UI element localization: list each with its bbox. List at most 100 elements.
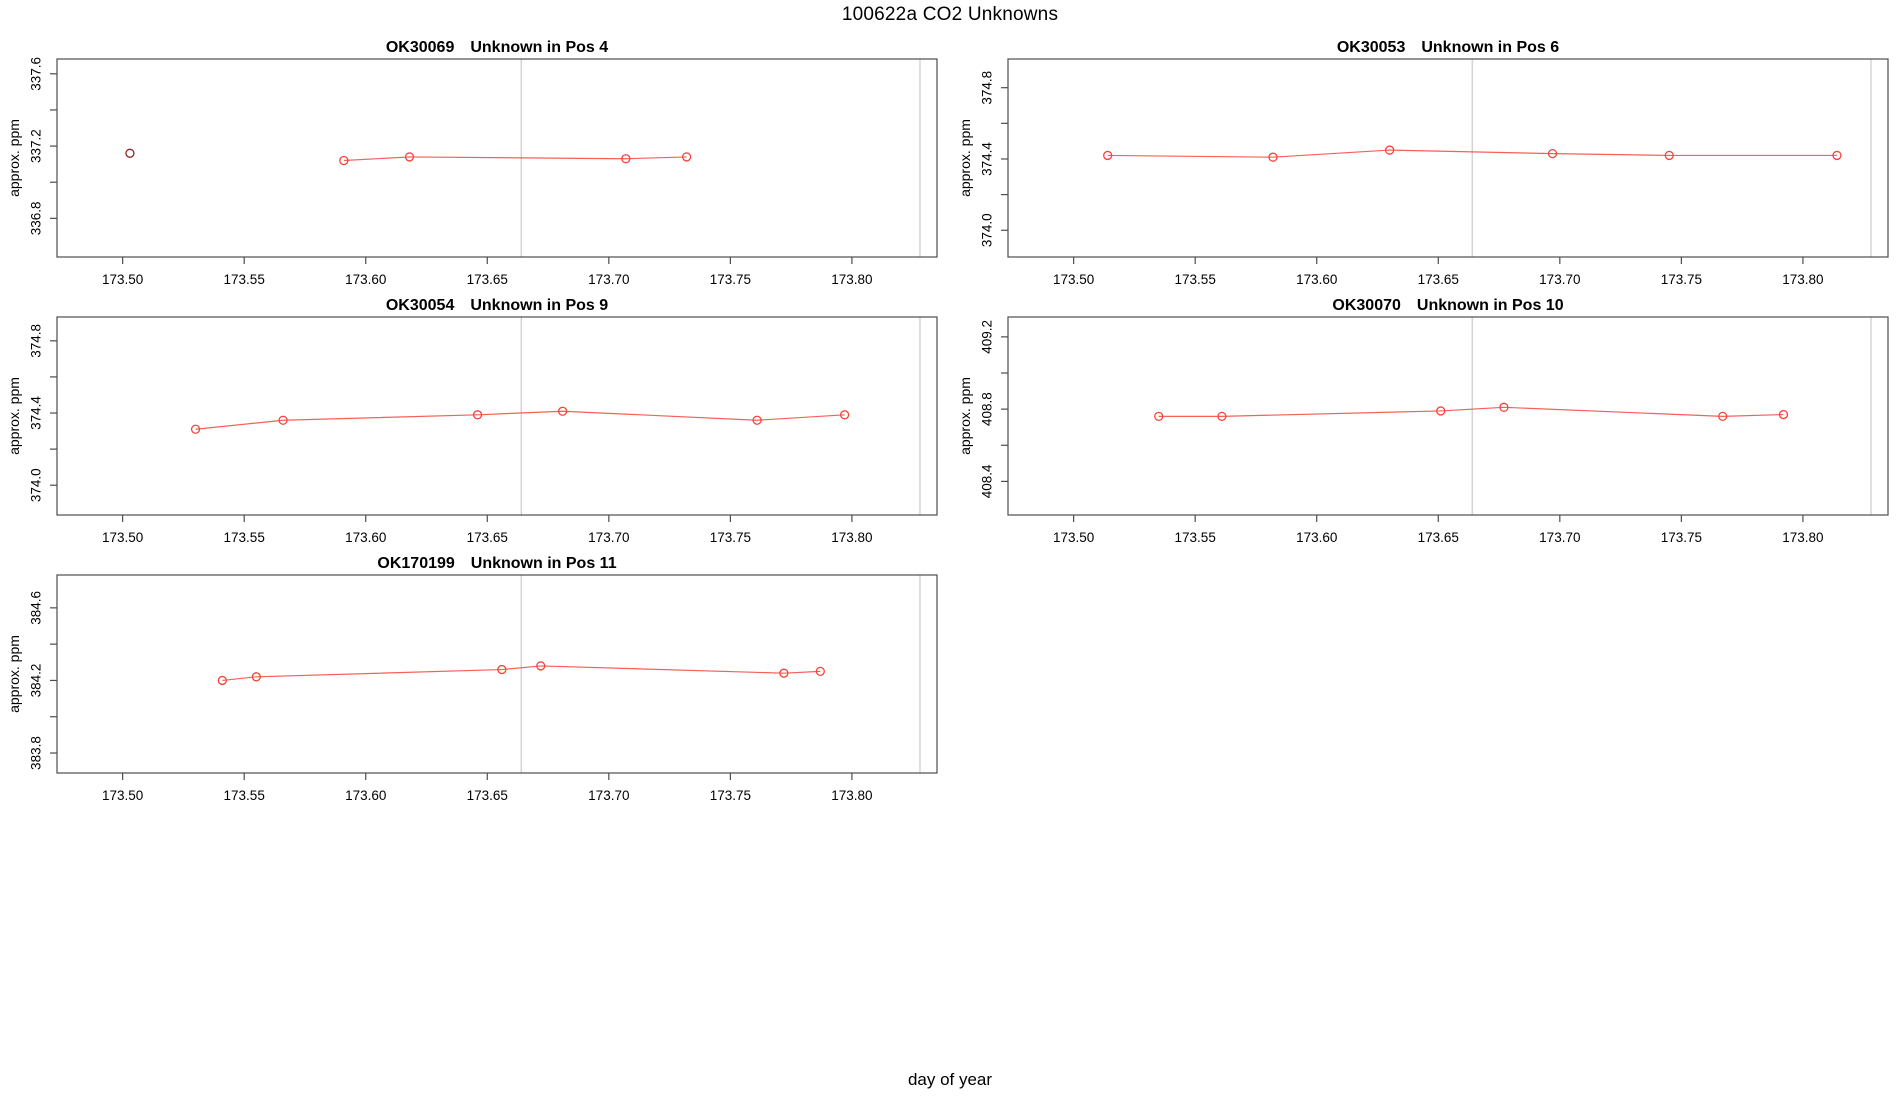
- data-point: [278, 415, 288, 425]
- subplot-title: OK30070 Unknown in Pos 10: [1332, 297, 1563, 314]
- data-point: [1268, 152, 1278, 162]
- series-line: [195, 410, 845, 430]
- data-point: [125, 148, 135, 158]
- data-point: [1778, 409, 1789, 420]
- data-point: [404, 152, 415, 162]
- x-tick-label: 173.75: [1661, 272, 1702, 287]
- plot-box: [56, 316, 938, 516]
- x-tick-label: 173.75: [1661, 530, 1702, 545]
- y-tick-label: 337.2: [29, 129, 44, 163]
- data-point: [1499, 402, 1509, 412]
- data-point: [472, 410, 483, 420]
- x-tick-label: 173.55: [224, 530, 265, 545]
- x-tick-label: 173.70: [588, 788, 629, 803]
- x-tick-label: 173.55: [1175, 530, 1216, 545]
- data-point: [779, 668, 789, 678]
- subplot-title: OK30054 Unknown in Pos 9: [386, 297, 608, 314]
- x-tick-label: 173.70: [1539, 530, 1580, 545]
- x-tick-label: 173.50: [102, 788, 143, 803]
- data-point: [190, 424, 201, 434]
- y-tick-label: 374.4: [29, 396, 44, 430]
- subplot-title: OK30053 Unknown in Pos 6: [1337, 39, 1559, 56]
- x-tick-label: 173.50: [1053, 530, 1094, 545]
- x-tick-label: 173.60: [1296, 272, 1337, 287]
- x-tick-label: 173.70: [588, 530, 629, 545]
- x-tick-label: 173.80: [831, 272, 872, 287]
- x-tick-label: 173.75: [710, 788, 751, 803]
- subplot-title: OK30069 Unknown in Pos 4: [386, 39, 608, 56]
- data-point: [1103, 150, 1113, 161]
- y-axis-title: approx. ppm: [6, 377, 22, 455]
- subplot-OK170199: 173.50 173.55 173.60 173.65 173.70 173.75 173.…: [6, 555, 938, 803]
- x-tick-label: 173.80: [1782, 272, 1823, 287]
- y-axis-title: approx. ppm: [6, 635, 22, 713]
- x-tick-label: 173.65: [467, 788, 508, 803]
- x-tick-label: 173.60: [345, 272, 386, 287]
- x-tick-label: 173.55: [1175, 272, 1216, 287]
- data-point: [1547, 148, 1558, 159]
- y-tick-label: 374.0: [29, 468, 44, 502]
- subplot-OK30070: 173.50 173.55 173.60 173.65 173.70 173.75 173.…: [957, 297, 1889, 545]
- x-tick-label: 173.65: [1418, 272, 1459, 287]
- data-point: [536, 661, 546, 671]
- x-tick-label: 173.80: [831, 788, 872, 803]
- data-point: [1718, 411, 1728, 422]
- x-tick-label: 173.65: [467, 272, 508, 287]
- x-tick-label: 173.60: [1296, 530, 1337, 545]
- x-tick-label: 173.50: [1053, 272, 1094, 287]
- data-point: [557, 406, 568, 416]
- data-point: [1217, 411, 1227, 422]
- x-tick-label: 173.50: [102, 272, 143, 287]
- x-tick-label: 173.75: [710, 272, 751, 287]
- y-axis-title: approx. ppm: [957, 377, 973, 455]
- subplot-OK30069: 173.50 173.55 173.60 173.65 173.70 173.75 173.…: [6, 39, 938, 287]
- y-tick-label: 408.8: [980, 392, 995, 426]
- plot-box: [1007, 316, 1889, 516]
- data-point: [217, 675, 227, 686]
- x-tick-label: 173.75: [710, 530, 751, 545]
- x-tick-label: 173.55: [224, 788, 265, 803]
- x-tick-label: 173.50: [102, 530, 143, 545]
- y-tick-label: 384.6: [29, 591, 44, 625]
- y-tick-label: 408.4: [980, 464, 995, 498]
- x-tick-label: 173.80: [1782, 530, 1823, 545]
- subplot-OK30053: 173.50 173.55 173.60 173.65 173.70 173.75 173.…: [957, 39, 1889, 287]
- data-point: [681, 152, 692, 162]
- data-point: [339, 155, 349, 166]
- plot-box: [56, 58, 938, 258]
- y-tick-label: 384.2: [29, 664, 44, 698]
- y-tick-label: 374.0: [980, 213, 995, 247]
- data-point: [1385, 145, 1395, 155]
- data-point: [251, 672, 261, 682]
- x-tick-label: 173.70: [588, 272, 629, 287]
- plot-box: [1007, 58, 1889, 258]
- data-point: [752, 415, 762, 425]
- series-line: [222, 665, 821, 682]
- series-line: [1158, 406, 1784, 417]
- x-tick-label: 173.60: [345, 788, 386, 803]
- y-axis-title: approx. ppm: [6, 119, 22, 197]
- x-tick-label: 173.65: [1418, 530, 1459, 545]
- y-tick-label: 337.6: [29, 57, 44, 91]
- subplot-OK30054: 173.50 173.55 173.60 173.65 173.70 173.75 173.…: [6, 297, 938, 545]
- data-point: [815, 666, 825, 677]
- y-axis-title: approx. ppm: [957, 119, 973, 197]
- x-tick-label: 173.80: [831, 530, 872, 545]
- data-point: [1154, 411, 1164, 422]
- data-point: [839, 410, 850, 420]
- plot-box: [56, 574, 938, 774]
- subplot-title: OK170199 Unknown in Pos 11: [377, 555, 616, 572]
- x-axis-label: day of year: [907, 1070, 993, 1089]
- figure-title: 100622a CO2 Unknowns: [841, 4, 1059, 25]
- data-point: [497, 664, 507, 675]
- data-point: [1664, 150, 1674, 161]
- y-tick-label: 409.2: [980, 320, 995, 354]
- x-tick-label: 173.70: [1539, 272, 1580, 287]
- y-tick-label: 374.8: [29, 324, 44, 358]
- data-point: [1436, 406, 1446, 416]
- data-point: [621, 154, 631, 164]
- series-line: [1107, 149, 1837, 158]
- series-line: [343, 156, 687, 162]
